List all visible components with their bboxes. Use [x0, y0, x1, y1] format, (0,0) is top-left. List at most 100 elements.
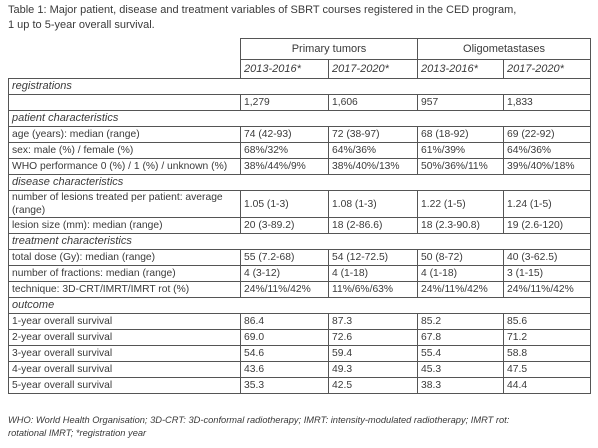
cell-value: 43.6 [240, 361, 329, 378]
section-title: patient characteristics [8, 110, 591, 127]
section-row: registrations [8, 78, 591, 95]
cell-value: 50 (8-72) [417, 249, 504, 266]
table-body: Primary tumors Oligometastases 2013-2016… [8, 38, 591, 394]
group-header-row: Primary tumors Oligometastases [8, 38, 591, 79]
cell-value: 39%/40%/18% [503, 158, 591, 175]
data-row: technique: 3D-CRT/IMRT/IMRT rot (%) 24%/1… [8, 281, 591, 298]
cell-value: 38%/40%/13% [328, 158, 418, 175]
data-row: WHO performance 0 (%) / 1 (%) / unknown … [8, 158, 591, 175]
section-title: registrations [8, 78, 591, 95]
cell-value: 1.22 (1-5) [417, 190, 504, 218]
data-row: sex: male (%) / female (%) 68%/32% 64%/36%… [8, 142, 591, 159]
row-label: WHO performance 0 (%) / 1 (%) / unknown … [8, 158, 241, 175]
cell-value: 68 (18-92) [417, 126, 504, 143]
cell-value: 18 (2-86.6) [328, 217, 418, 234]
cell-value: 72.6 [328, 329, 418, 346]
cell-value: 86.4 [240, 313, 329, 330]
data-row: total dose (Gy): median (range) 55 (7.2-6… [8, 249, 591, 266]
cell-value: 11%/6%/63% [328, 281, 418, 298]
cell-value: 24%/11%/42% [417, 281, 504, 298]
cell-value: 49.3 [328, 361, 418, 378]
section-row: outcome [8, 297, 591, 314]
group-header: Oligometastases [417, 38, 591, 60]
cell-value: 24%/11%/42% [240, 281, 329, 298]
cell-value: 1,833 [503, 94, 591, 111]
row-label: 1-year overall survival [8, 313, 241, 330]
row-label: 5-year overall survival [8, 377, 241, 394]
cell-value: 64%/36% [328, 142, 418, 159]
footnote-line: rotational IMRT; *registration year [8, 428, 147, 438]
row-label: age (years): median (range) [8, 126, 241, 143]
cell-value: 1.05 (1-3) [240, 190, 329, 218]
cell-value: 4 (1-18) [328, 265, 418, 282]
data-row: 3-year overall survival 54.6 59.4 55.4 58.8 [8, 345, 591, 362]
period-header: 2013-2016* [417, 59, 504, 79]
row-label: technique: 3D-CRT/IMRT/IMRT rot (%) [8, 281, 241, 298]
cell-value: 59.4 [328, 345, 418, 362]
row-label: 2-year overall survival [8, 329, 241, 346]
cell-value: 68%/32% [240, 142, 329, 159]
row-label [8, 94, 241, 111]
cell-value: 64%/36% [503, 142, 591, 159]
section-row: treatment characteristics [8, 233, 591, 250]
period-header: 2017-2020* [328, 59, 418, 79]
cell-value: 35.3 [240, 377, 329, 394]
period-header: 2017-2020* [503, 59, 591, 79]
cell-value: 38%/44%/9% [240, 158, 329, 175]
cell-value: 4 (3-12) [240, 265, 329, 282]
cell-value: 40 (3-62.5) [503, 249, 591, 266]
cell-value: 87.3 [328, 313, 418, 330]
group-header: Primary tumors [240, 38, 418, 60]
cell-value: 85.6 [503, 313, 591, 330]
section-title: treatment characteristics [8, 233, 591, 250]
cell-value: 55 (7.2-68) [240, 249, 329, 266]
cell-value: 72 (38-97) [328, 126, 418, 143]
data-row: 4-year overall survival 43.6 49.3 45.3 47.5 [8, 361, 591, 378]
cell-value: 85.2 [417, 313, 504, 330]
row-label: total dose (Gy): median (range) [8, 249, 241, 266]
cell-value: 18 (2.3-90.8) [417, 217, 504, 234]
row-label: 4-year overall survival [8, 361, 241, 378]
cell-value: 42.5 [328, 377, 418, 394]
section-title: outcome [8, 297, 591, 314]
cell-value: 55.4 [417, 345, 504, 362]
row-label: 3-year overall survival [8, 345, 241, 362]
caption: Table 1: Major patient, disease and trea… [8, 3, 516, 33]
caption-line: Table 1: Major patient, disease and trea… [8, 4, 517, 16]
row-label: number of fractions: median (range) [8, 265, 241, 282]
cell-value: 54 (12-72.5) [328, 249, 418, 266]
caption-line: 1 up to 5-year overall survival. [8, 19, 155, 31]
section-title: disease characteristics [8, 174, 591, 191]
period-header: 2013-2016* [240, 59, 329, 79]
cell-value: 74 (42-93) [240, 126, 329, 143]
cell-value: 61%/39% [417, 142, 504, 159]
cell-value: 67.8 [417, 329, 504, 346]
data-row: 2-year overall survival 69.0 72.6 67.8 71.2 [8, 329, 591, 346]
cell-value: 20 (3-89.2) [240, 217, 329, 234]
data-row: 1-year overall survival 86.4 87.3 85.2 85.6 [8, 313, 591, 330]
cell-value: 69.0 [240, 329, 329, 346]
cell-value: 19 (2.6-120) [503, 217, 591, 234]
footnote-line: WHO: World Health Organisation; 3D-CRT: … [8, 415, 510, 425]
row-label: sex: male (%) / female (%) [8, 142, 241, 159]
results-table: Primary tumors Oligometastases 2013-2016… [8, 38, 591, 394]
cell-value: 47.5 [503, 361, 591, 378]
cell-value: 3 (1-15) [503, 265, 591, 282]
data-row: age (years): median (range) 74 (42-93) 72 … [8, 126, 591, 143]
cell-value: 44.4 [503, 377, 591, 394]
data-row: lesion size (mm): median (range) 20 (3-89… [8, 217, 591, 234]
cell-value: 1,279 [240, 94, 329, 111]
cell-value: 50%/36%/11% [417, 158, 504, 175]
row-label: lesion size (mm): median (range) [8, 217, 241, 234]
cell-value: 38.3 [417, 377, 504, 394]
data-row: number of lesions treated per patient: a… [8, 190, 591, 218]
data-row: 5-year overall survival 35.3 42.5 38.3 44.4 [8, 377, 591, 394]
cell-value: 1,606 [328, 94, 418, 111]
cell-value: 58.8 [503, 345, 591, 362]
section-row: patient characteristics [8, 110, 591, 127]
data-row: number of fractions: median (range) 4 (3-… [8, 265, 591, 282]
cell-value: 54.6 [240, 345, 329, 362]
cell-value: 957 [417, 94, 504, 111]
cell-value: 71.2 [503, 329, 591, 346]
